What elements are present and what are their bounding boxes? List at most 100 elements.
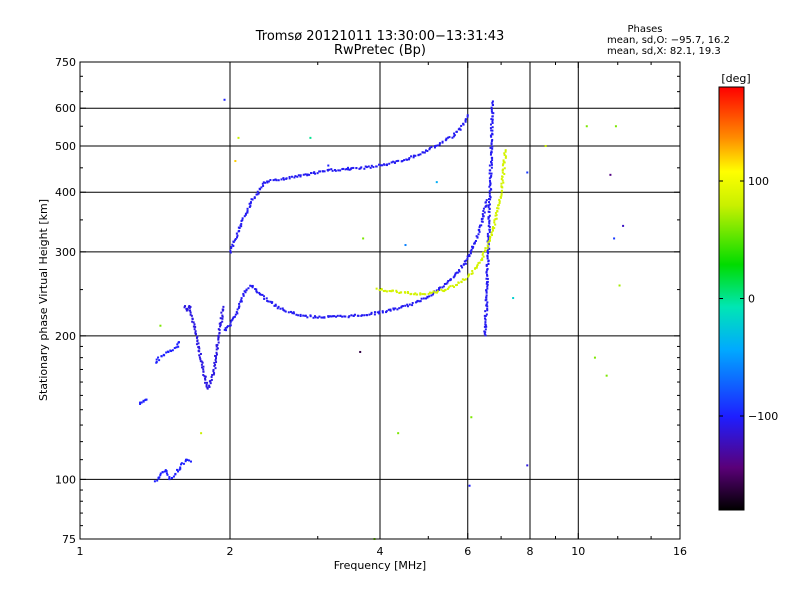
- trace-point: [485, 264, 488, 267]
- trace-point: [395, 291, 398, 294]
- trace-point: [451, 284, 454, 287]
- trace-point: [482, 215, 485, 218]
- trace-point: [266, 299, 269, 302]
- trace-point: [323, 170, 326, 173]
- trace-point: [453, 275, 456, 278]
- trace-point: [493, 219, 496, 222]
- trace-point: [387, 308, 390, 311]
- trace-point: [488, 195, 491, 198]
- trace-point: [485, 204, 488, 207]
- trace-point: [247, 287, 250, 290]
- trace-point: [367, 165, 370, 168]
- trace-point: [203, 375, 206, 378]
- trace-point: [216, 343, 219, 346]
- trace-point: [265, 297, 268, 300]
- trace-point: [451, 136, 454, 139]
- trace-point: [233, 239, 236, 242]
- trace-point: [484, 318, 487, 321]
- trace-point: [497, 204, 500, 207]
- trace-point: [336, 314, 339, 317]
- x-tick-label: 8: [527, 545, 534, 558]
- trace-point: [202, 373, 205, 376]
- trace-point: [491, 129, 494, 132]
- trace-point: [486, 277, 489, 280]
- trace-point: [400, 305, 403, 308]
- trace-point: [218, 322, 221, 325]
- trace-point: [191, 318, 194, 321]
- trace-point: [214, 355, 217, 358]
- trace-point: [483, 325, 486, 328]
- trace-point: [246, 209, 249, 212]
- trace-point: [422, 151, 425, 154]
- trace-point: [453, 132, 456, 135]
- trace-point: [206, 386, 209, 389]
- trace-point: [486, 280, 489, 283]
- scatter-point: [397, 432, 400, 435]
- trace-point: [416, 299, 419, 302]
- x-tick-label: 6: [464, 545, 471, 558]
- trace-point: [491, 121, 494, 124]
- trace-point: [457, 269, 460, 272]
- trace-point: [223, 328, 226, 331]
- trace-point: [199, 352, 202, 355]
- trace-point: [344, 315, 347, 318]
- trace-point: [191, 320, 194, 323]
- trace-point: [177, 341, 180, 344]
- trace-point: [461, 278, 464, 281]
- trace-point: [463, 260, 466, 263]
- trace-point: [490, 110, 493, 113]
- trace-point: [168, 476, 171, 479]
- trace-point: [447, 279, 450, 282]
- trace-point: [365, 166, 368, 169]
- trace-point: [331, 169, 334, 172]
- trace-point: [171, 349, 174, 352]
- trace-point: [378, 163, 381, 166]
- trace-point: [194, 330, 197, 333]
- trace-point: [485, 303, 488, 306]
- trace-point: [492, 226, 495, 229]
- trace-point: [230, 246, 233, 249]
- trace-point: [205, 385, 208, 388]
- trace-point: [460, 264, 463, 267]
- scatter-point: [526, 464, 529, 467]
- trace-point: [406, 158, 409, 161]
- trace-point: [153, 480, 156, 483]
- trace-point: [419, 153, 422, 156]
- trace-point: [491, 101, 494, 104]
- trace-point: [249, 284, 252, 287]
- trace-point: [488, 172, 491, 175]
- trace-point: [423, 151, 426, 154]
- trace-point: [422, 297, 425, 300]
- ticks-layer: 1 2 4 6 8 10 16 75 100 200 300 400 500 600 750: [55, 56, 687, 558]
- trace-point: [158, 476, 161, 479]
- trace-point: [250, 285, 253, 288]
- trace-point: [215, 345, 218, 348]
- scatter-point: [544, 144, 547, 147]
- trace-point: [339, 169, 342, 172]
- trace-point: [258, 291, 261, 294]
- trace-point: [493, 227, 496, 230]
- trace-point: [478, 230, 481, 233]
- trace-point: [490, 118, 493, 121]
- trace-point: [159, 472, 162, 475]
- trace-point: [313, 315, 316, 318]
- trace-point: [414, 301, 417, 304]
- trace-point: [175, 346, 178, 349]
- trace-point: [472, 245, 475, 248]
- trace-point: [335, 315, 338, 318]
- trace-point: [503, 167, 506, 170]
- scatter-point: [585, 125, 588, 128]
- trace-point: [224, 327, 227, 330]
- trace-point: [486, 267, 489, 270]
- trace-point: [195, 336, 198, 339]
- stats-line-x: mean, sd,X: 82.1, 19.3: [607, 46, 721, 57]
- trace-point: [145, 398, 148, 401]
- trace-point: [373, 311, 376, 314]
- trace-point: [485, 282, 488, 285]
- trace-point: [229, 251, 232, 254]
- trace-point: [454, 272, 457, 275]
- trace-point: [412, 156, 415, 159]
- trace-point: [256, 190, 259, 193]
- trace-point: [480, 220, 483, 223]
- trace-point: [370, 311, 373, 314]
